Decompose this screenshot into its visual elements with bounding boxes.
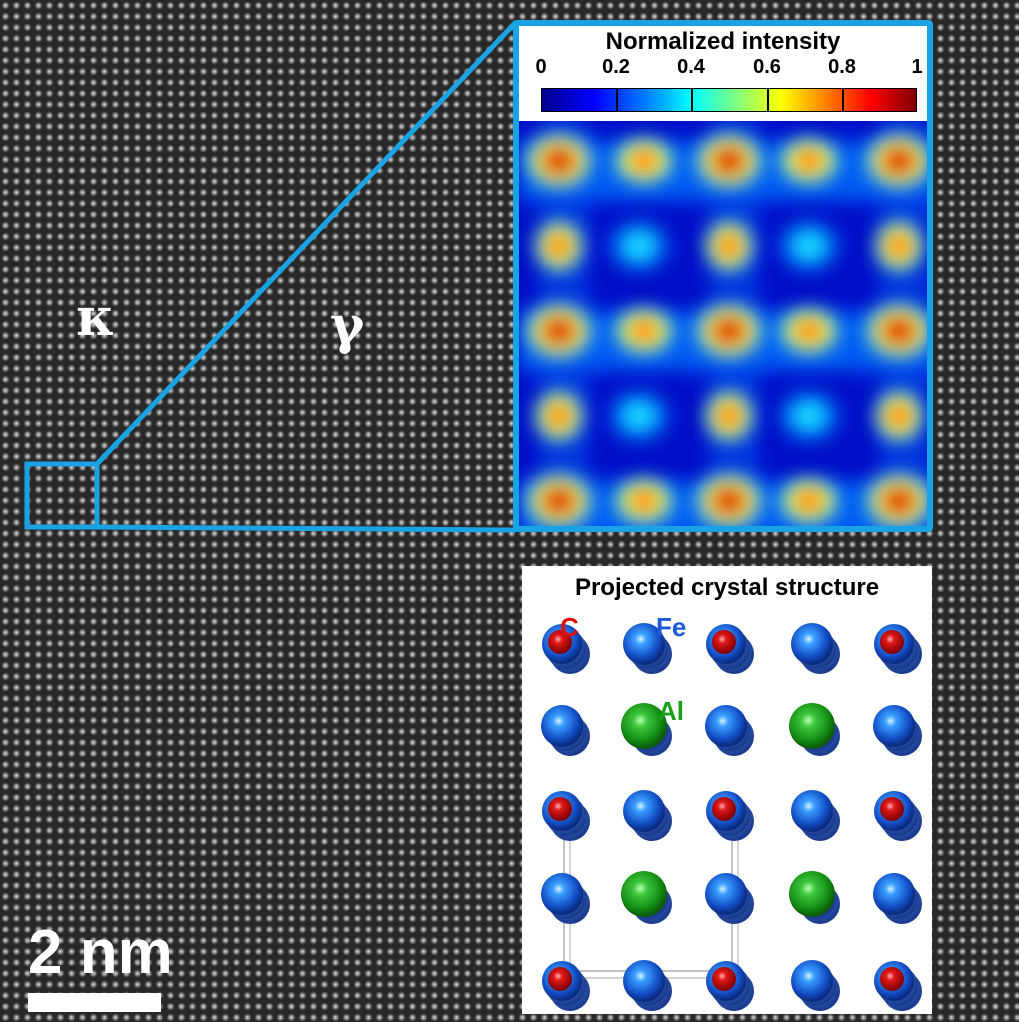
intensity-spot [533,218,585,274]
colorbar-tick-label: 0.4 [677,56,705,78]
intensity-spot [873,218,925,274]
intensity-heatmap [519,121,927,526]
c-atom [548,967,572,991]
fe-atom [791,790,833,832]
intensity-spot [612,136,676,186]
scalebar-label: 2 nm [28,918,173,987]
fe-atom [791,960,833,1002]
colorbar-tick-label: 1 [911,56,923,78]
colorbar-tick-mark [842,88,844,112]
c-atom [712,797,736,821]
intensity-spot [873,388,925,444]
intensity-spot [703,388,755,444]
al-atom [789,871,835,917]
intensity-spot [863,301,927,361]
colorbar-tick-mark [691,88,693,112]
kappa-phase-label: κ [76,287,115,348]
intensity-spot [523,471,595,526]
fe-atom [541,705,583,747]
c-atom [712,967,736,991]
colorbar-tick-mark [767,88,769,112]
colorbar-tick-label: 0.2 [602,56,630,78]
atom-lattice [541,623,922,1011]
al-atom [621,703,667,749]
c-atom [880,797,904,821]
colorbar-tick-label: 0.6 [753,56,781,78]
scalebar [28,993,161,1012]
intensity-spot [863,131,927,191]
fe-atom [623,960,665,1002]
aluminum-label: Al [658,696,684,726]
colorbar [541,88,917,112]
al-atom [789,703,835,749]
intensity-spot [523,301,595,361]
fe-atom [541,873,583,915]
crystal-structure-inset: Projected crystal structure C Fe Al [522,566,932,1014]
carbon-label: C [560,612,579,642]
zoom-line-top [95,20,518,466]
intensity-heatmap-inset: Normalized intensity 0 0.2 0.4 0.6 0.8 1 [513,20,933,532]
zoom-line-bottom [96,524,517,533]
fe-atom [791,623,833,665]
intensity-spot [693,131,765,191]
colorbar-tick-label: 0.8 [828,56,856,78]
intensity-spot [533,388,585,444]
al-atom [621,871,667,917]
fe-atom [705,873,747,915]
crystal-structure-drawing [541,623,922,1011]
fe-atom [623,790,665,832]
intensity-spot [777,306,841,356]
colorbar-title: Normalized intensity [605,28,841,55]
intensity-spot [693,471,765,526]
colorbar-tick-mark [616,88,618,112]
iron-label: Fe [656,612,687,642]
c-atom [880,630,904,654]
c-atom [880,967,904,991]
colorbar-tick-label: 0 [535,56,547,78]
fe-atom [623,623,665,665]
intensity-spot [777,136,841,186]
fe-atom [705,705,747,747]
intensity-spot [523,131,595,191]
intensity-spot [863,471,927,526]
intensity-spot [777,476,841,526]
zoom-source-box [24,461,100,530]
intensity-spot [612,306,676,356]
c-atom [548,630,572,654]
gamma-phase-label: γ [330,295,365,356]
c-atom [548,797,572,821]
fe-atom [873,873,915,915]
intensity-spot [612,476,676,526]
fe-atom [873,705,915,747]
intensity-spot [693,301,765,361]
c-atom [712,630,736,654]
intensity-spot [703,218,755,274]
crystal-structure-title: Projected crystal structure [574,574,880,601]
